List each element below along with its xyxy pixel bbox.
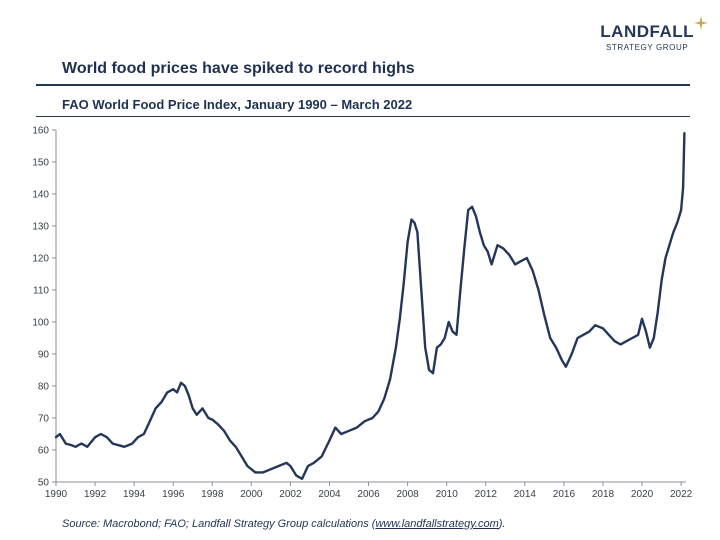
y-tick-label: 60 (38, 446, 50, 457)
y-tick-label: 70 (38, 414, 50, 425)
x-tick-label: 2018 (592, 489, 615, 500)
x-tick-label: 1998 (201, 489, 224, 500)
y-tick-label: 80 (38, 382, 50, 393)
source-prefix: Source: Macrobond; FAO; Landfall Strateg… (62, 518, 376, 530)
x-tick-label: 2020 (631, 489, 654, 500)
source-suffix: ). (498, 518, 506, 530)
x-tick-label: 1994 (123, 489, 146, 500)
x-tick-label: 2006 (357, 489, 380, 500)
y-tick-label: 120 (32, 254, 49, 265)
logo-subtitle: STRATEGY GROUP (605, 43, 689, 52)
x-tick-label: 2014 (514, 489, 537, 500)
y-tick-label: 160 (32, 126, 49, 137)
x-tick-label: 2022 (670, 489, 693, 500)
logo-brand: LANDFALL (600, 22, 694, 41)
y-tick-label: 90 (38, 350, 50, 361)
title-divider (36, 84, 690, 86)
y-tick-label: 130 (32, 222, 49, 233)
x-tick-label: 2004 (318, 489, 341, 500)
x-tick-label: 2016 (553, 489, 576, 500)
star-icon (694, 16, 708, 30)
x-tick-label: 2008 (397, 489, 420, 500)
y-tick-label: 110 (33, 286, 49, 297)
chart-title-divider (36, 116, 690, 117)
chart-title: FAO World Food Price Index, January 1990… (62, 97, 413, 112)
y-tick-label: 100 (32, 318, 49, 329)
source-note: Source: Macrobond; FAO; Landfall Strateg… (62, 518, 505, 530)
x-tick-label: 2012 (475, 489, 498, 500)
y-tick-label: 50 (38, 478, 50, 489)
x-tick-label: 2010 (436, 489, 459, 500)
series-line (54, 131, 686, 480)
y-tick-label: 150 (32, 158, 49, 169)
page-title: World food prices have spiked to record … (62, 60, 415, 77)
y-tick-label: 140 (32, 190, 49, 201)
source-link[interactable]: www.landfallstrategy.com (375, 518, 499, 530)
company-logo: LANDFALL STRATEGY GROUP (600, 16, 708, 52)
x-tick-label: 2000 (240, 489, 263, 500)
x-tick-label: 1996 (162, 489, 185, 500)
x-tick-label: 1990 (45, 489, 68, 500)
x-tick-label: 2002 (279, 489, 302, 500)
x-tick-label: 1992 (84, 489, 107, 500)
